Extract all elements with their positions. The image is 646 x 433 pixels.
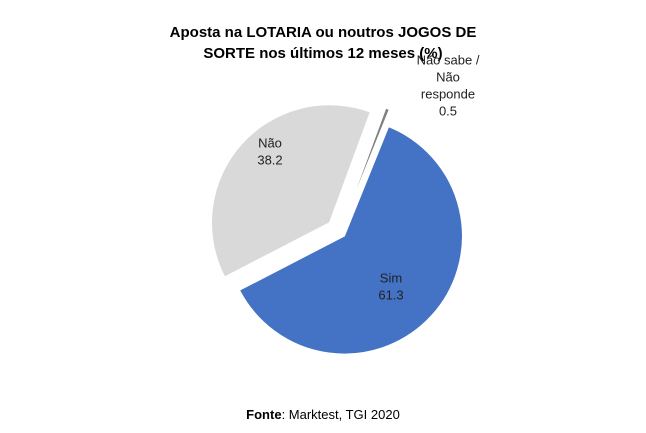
source-note: Fonte: Marktest, TGI 2020	[0, 407, 646, 422]
chart-title: Aposta na LOTARIA ou noutros JOGOS DE SO…	[0, 22, 646, 64]
slice-nao	[211, 104, 371, 278]
data-label-value: 38.2	[257, 153, 282, 168]
data-label-category: Não sabe /	[417, 53, 480, 68]
source-text: : Marktest, TGI 2020	[281, 407, 400, 422]
slice-nao-sabe	[344, 107, 390, 220]
data-label-value: 61.3	[378, 288, 403, 303]
source-label: Fonte	[246, 407, 282, 422]
slice-sim	[238, 125, 463, 355]
slice-nao-label: Não 38.2	[257, 136, 282, 168]
data-label-value: 0.5	[439, 104, 457, 119]
slice-sim-label: Sim 61.3	[378, 271, 403, 303]
slice-nao-sabe-label: Não sabe / Não responde 0.5	[417, 53, 480, 119]
data-label-category: Não	[436, 70, 460, 85]
chart-title-line-1: Aposta na LOTARIA ou noutros JOGOS DE	[169, 24, 477, 41]
chart-title-line-2: SORTE nos últimos 12 meses (%)	[203, 45, 443, 62]
data-label-category: Sim	[380, 271, 402, 286]
data-label-category: responde	[421, 87, 475, 102]
data-label-category: Não	[258, 136, 282, 151]
